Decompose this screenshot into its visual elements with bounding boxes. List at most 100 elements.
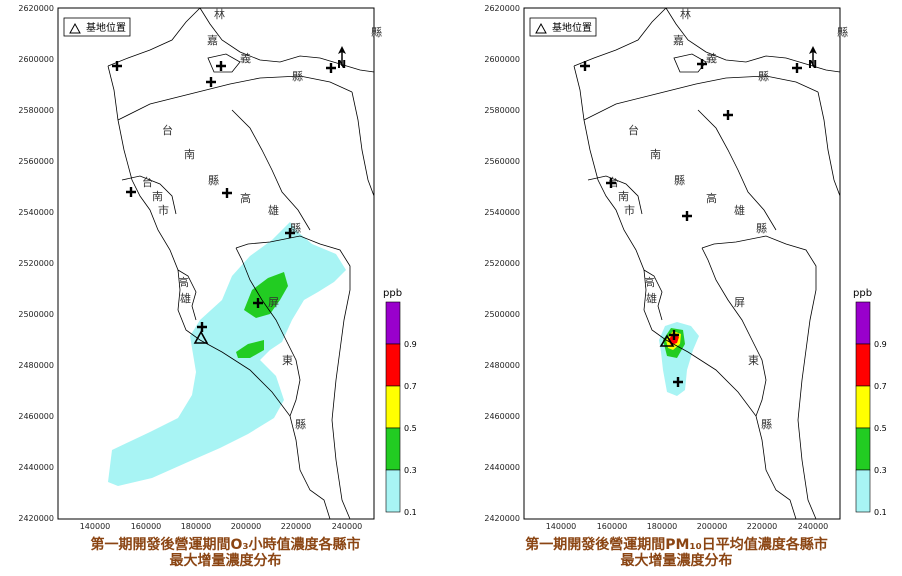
y-axis: 2620000 2600000 2580000 2560000 2540000 … (484, 4, 520, 523)
legend-label: 基地位置 (552, 21, 592, 34)
scale-value: 0.9 (874, 340, 887, 349)
caption-line: 最大增量濃度分布 (169, 553, 282, 569)
caption-line: 第一期開發後營運期間O₃小時值濃度各縣市 (90, 537, 361, 553)
unit-label: ppb (853, 288, 872, 299)
station-marker (580, 61, 590, 71)
x-tick: 200000 (231, 522, 262, 530)
county-label: 縣 (290, 222, 301, 235)
y-tick: 2580000 (484, 106, 520, 115)
county-label: 縣 (371, 26, 382, 39)
scale-value: 0.9 (404, 340, 417, 349)
scale-value: 0.5 (874, 424, 887, 433)
y-tick: 2560000 (18, 157, 54, 166)
north-arrow-icon: N (337, 46, 346, 71)
y-tick: 2460000 (484, 412, 520, 421)
scale-value: 0.7 (874, 382, 887, 391)
county-label: 高 (644, 275, 655, 289)
monitoring-stations (112, 61, 336, 332)
x-axis: 140000 160000 180000 200000 220000 24000… (80, 522, 363, 530)
north-arrow-icon: N (808, 46, 817, 71)
station-marker (606, 178, 616, 188)
y-tick: 2440000 (484, 463, 520, 472)
y-tick: 2580000 (18, 106, 54, 115)
county-label: 縣 (674, 174, 685, 187)
station-marker (682, 211, 692, 221)
x-tick: 200000 (697, 522, 728, 530)
county-label: 縣 (756, 222, 767, 235)
x-tick: 160000 (131, 522, 162, 530)
y-tick: 2520000 (18, 259, 54, 268)
scale-value: 0.3 (874, 466, 887, 475)
county-label: 義 (240, 51, 251, 65)
county-label: 雄 (734, 203, 745, 217)
scale-value: 0.3 (404, 466, 417, 475)
north-label: N (337, 58, 346, 71)
county-label: 嘉 (673, 33, 684, 47)
county-label: 義 (706, 51, 717, 65)
scale-lv5 (385, 301, 401, 345)
color-scale: ppb 0.9 0.7 0.5 0.3 0.1 (383, 288, 417, 517)
base-location-marker (659, 334, 675, 347)
county-label: 市 (624, 203, 635, 217)
boundaries (107, 7, 375, 520)
x-tick: 240000 (798, 522, 829, 530)
county-label: 東 (282, 354, 293, 367)
county-label: 縣 (837, 26, 848, 39)
y-tick: 2520000 (484, 259, 520, 268)
legend-label: 基地位置 (86, 21, 126, 34)
county-label: 縣 (292, 70, 303, 83)
county-label: 縣 (761, 418, 772, 431)
y-tick: 2500000 (484, 310, 520, 319)
station-marker (326, 63, 336, 73)
y-tick: 2480000 (18, 361, 54, 370)
y-tick: 2540000 (484, 208, 520, 217)
caption-line: 最大增量濃度分布 (620, 553, 733, 569)
concentration-plume (108, 222, 346, 486)
monitoring-stations (580, 59, 802, 387)
map-frame (523, 7, 841, 520)
y-tick: 2500000 (18, 310, 54, 319)
scale-value: 0.1 (404, 508, 417, 517)
x-tick: 180000 (647, 522, 678, 530)
scale-lv3 (855, 385, 871, 429)
county-label: 縣 (208, 174, 219, 187)
county-label: 台 (628, 123, 639, 137)
y-tick: 2420000 (18, 514, 54, 523)
scale-value: 0.5 (404, 424, 417, 433)
county-label: 雄 (268, 203, 279, 217)
scale-lv4 (855, 343, 871, 387)
station-marker (216, 61, 226, 71)
x-tick: 140000 (80, 522, 111, 530)
triangle-icon (535, 22, 547, 34)
county-label: 屏 (268, 296, 279, 309)
county-label: 屏 (734, 296, 745, 309)
right-map-panel: 2620000 2600000 2580000 2560000 2540000 … (451, 0, 902, 530)
station-marker (723, 110, 733, 120)
boundaries (573, 7, 841, 520)
x-tick: 220000 (281, 522, 312, 530)
plume-level-2 (236, 340, 264, 358)
y-tick: 2460000 (18, 412, 54, 421)
station-marker (126, 187, 136, 197)
north-label: N (808, 58, 817, 71)
scale-lv3 (385, 385, 401, 429)
y-tick: 2560000 (484, 157, 520, 166)
y-tick: 2540000 (18, 208, 54, 217)
county-label: 南 (184, 148, 195, 161)
county-label: 南 (650, 148, 661, 161)
scale-lv1 (385, 469, 401, 513)
x-tick: 140000 (546, 522, 577, 530)
county-label: 高 (178, 275, 189, 289)
station-marker (197, 322, 207, 332)
left-map: 2620000 2600000 2580000 2560000 2540000 … (18, 4, 417, 530)
county-label: 南 (618, 190, 629, 203)
right-map: 2620000 2600000 2580000 2560000 2540000 … (484, 4, 887, 530)
county-label: 縣 (295, 418, 306, 431)
county-label: 市 (158, 203, 169, 217)
legend-box: 基地位置 (529, 17, 597, 37)
station-marker (285, 228, 295, 238)
station-marker (669, 330, 679, 340)
station-marker (206, 77, 216, 87)
scale-value: 0.7 (404, 382, 417, 391)
y-tick: 2440000 (18, 463, 54, 472)
